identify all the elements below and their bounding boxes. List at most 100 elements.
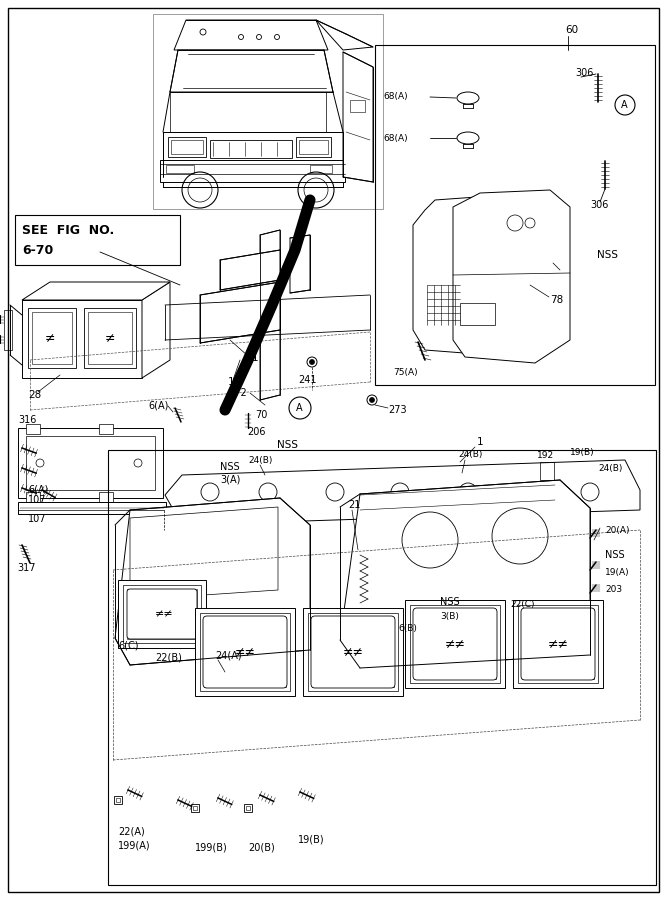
Bar — [460, 303, 495, 325]
FancyBboxPatch shape — [127, 589, 197, 639]
Bar — [540, 462, 554, 480]
Bar — [410, 605, 500, 683]
Bar — [108, 450, 656, 885]
Bar — [299, 140, 328, 154]
Text: SEE  FIG  NO.: SEE FIG NO. — [22, 224, 114, 238]
Polygon shape — [453, 190, 570, 363]
Polygon shape — [260, 230, 280, 400]
Text: 3(B): 3(B) — [440, 613, 459, 622]
Circle shape — [367, 395, 377, 405]
Polygon shape — [165, 460, 640, 525]
Text: 306: 306 — [590, 200, 608, 210]
Text: NSS: NSS — [605, 550, 624, 560]
Text: 24(A): 24(A) — [215, 650, 241, 660]
Circle shape — [307, 357, 317, 367]
Bar — [200, 613, 290, 691]
Text: 1: 1 — [252, 353, 259, 363]
Text: 206: 206 — [247, 427, 265, 437]
Bar — [296, 137, 331, 157]
Text: 107: 107 — [28, 514, 47, 524]
Bar — [312, 617, 394, 687]
Text: 6(B): 6(B) — [398, 624, 417, 633]
Text: 6-70: 6-70 — [22, 244, 53, 256]
Polygon shape — [115, 498, 310, 665]
Ellipse shape — [457, 92, 479, 104]
Bar — [166, 165, 194, 173]
Polygon shape — [22, 282, 170, 300]
Text: 28: 28 — [28, 390, 41, 400]
Bar — [168, 137, 206, 157]
Bar — [88, 312, 132, 364]
Text: 6(C): 6(C) — [118, 640, 139, 650]
Bar — [22, 300, 142, 378]
Text: NSS: NSS — [440, 597, 460, 607]
Bar — [18, 502, 166, 514]
Polygon shape — [170, 50, 333, 92]
Text: 60: 60 — [565, 25, 578, 35]
Bar — [160, 160, 345, 182]
Text: 192: 192 — [537, 451, 554, 460]
Text: 68(A): 68(A) — [383, 133, 408, 142]
Bar — [153, 14, 383, 209]
Bar — [244, 804, 252, 812]
Bar — [26, 424, 40, 434]
Text: 68(A): 68(A) — [383, 93, 408, 102]
Text: 20(B): 20(B) — [248, 843, 275, 853]
Circle shape — [370, 398, 374, 402]
Bar — [99, 492, 113, 502]
Bar — [522, 609, 594, 679]
Text: 19(B): 19(B) — [298, 835, 325, 845]
FancyBboxPatch shape — [311, 616, 395, 688]
Text: 316: 316 — [18, 415, 37, 425]
Bar — [350, 100, 365, 112]
Text: 203: 203 — [605, 586, 622, 595]
Text: ≠≠: ≠≠ — [235, 645, 255, 659]
Polygon shape — [220, 250, 280, 290]
Text: ≠≠: ≠≠ — [342, 645, 364, 659]
Bar — [210, 140, 292, 158]
Text: NSS: NSS — [220, 462, 239, 472]
Text: 199(B): 199(B) — [195, 843, 227, 853]
Bar — [518, 605, 598, 683]
Ellipse shape — [457, 132, 479, 144]
Text: 317: 317 — [17, 563, 35, 573]
FancyBboxPatch shape — [521, 608, 595, 680]
Text: 107: 107 — [28, 495, 47, 505]
Bar — [308, 613, 398, 691]
Text: 272: 272 — [228, 388, 247, 398]
Text: 22(B): 22(B) — [155, 653, 182, 663]
Bar — [118, 580, 206, 648]
Circle shape — [239, 34, 243, 40]
Bar — [28, 308, 76, 368]
Text: 22(A): 22(A) — [118, 827, 145, 837]
Text: NSS: NSS — [277, 440, 298, 450]
Text: 19(B): 19(B) — [570, 448, 594, 457]
Bar — [99, 424, 113, 434]
Text: 24(B): 24(B) — [598, 464, 622, 472]
Text: ≠≠: ≠≠ — [444, 637, 466, 651]
Bar — [246, 806, 250, 810]
Text: 70: 70 — [255, 410, 267, 420]
Bar — [26, 492, 40, 502]
Bar — [195, 608, 295, 696]
Bar — [84, 308, 136, 368]
Bar — [375, 45, 655, 385]
Text: 6(A): 6(A) — [148, 401, 168, 411]
Polygon shape — [343, 52, 373, 182]
Bar — [414, 609, 496, 679]
Bar — [4, 310, 12, 350]
Text: 306: 306 — [575, 68, 594, 78]
Bar — [405, 600, 505, 688]
Text: 24(B): 24(B) — [248, 455, 272, 464]
Bar — [310, 165, 332, 173]
Text: 3(A): 3(A) — [220, 475, 240, 485]
Circle shape — [275, 34, 279, 40]
Text: 199(A): 199(A) — [118, 841, 151, 851]
Polygon shape — [130, 507, 278, 600]
Bar — [116, 798, 120, 802]
Polygon shape — [174, 20, 328, 50]
Circle shape — [257, 34, 261, 40]
Bar — [18, 428, 163, 498]
Bar — [114, 796, 122, 804]
Text: A: A — [296, 403, 303, 413]
